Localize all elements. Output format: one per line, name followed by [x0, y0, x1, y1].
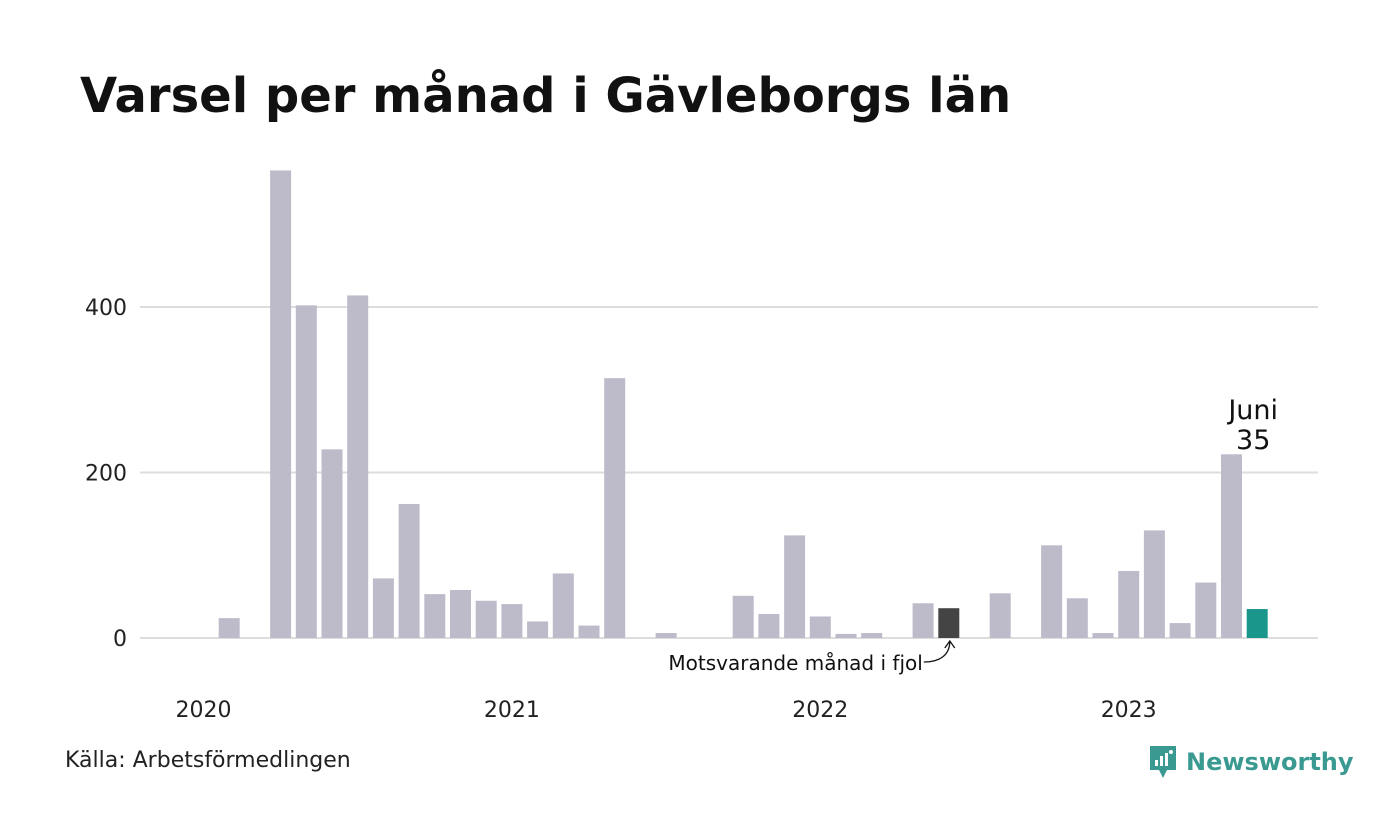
bars [218, 170, 1268, 638]
bar-2022-10 [1041, 545, 1063, 638]
bar-2022-11 [1066, 598, 1088, 638]
bar-2023-06 [1246, 609, 1268, 638]
y-tick-label: 0 [113, 627, 127, 652]
bar-2021-04 [578, 625, 600, 638]
bar-2020-04 [270, 170, 292, 638]
x-tick-label: 2023 [1101, 698, 1157, 723]
chart-title: Varsel per månad i Gävleborgs län [80, 68, 1012, 124]
bar-2022-12 [1092, 633, 1114, 638]
brand-name: Newsworthy [1186, 748, 1354, 776]
bar-2020-06 [321, 449, 343, 638]
x-tick-label: 2022 [792, 698, 848, 723]
bar-2023-03 [1169, 623, 1191, 638]
bar-2022-06 [938, 608, 960, 638]
annotations: Juni 35 Motsvarande månad i fjol [668, 395, 1278, 675]
bar-2022-08 [989, 593, 1011, 638]
y-tick-label: 200 [85, 462, 127, 487]
bar-2021-11 [758, 614, 780, 638]
y-tick-label: 400 [85, 296, 127, 321]
y-axis-ticks: 0 200 400 [85, 296, 127, 652]
bar-2022-02 [835, 633, 857, 638]
bar-2021-02 [527, 621, 549, 638]
source-note: Källa: Arbetsförmedlingen [65, 748, 351, 773]
bar-2020-11 [450, 590, 471, 638]
current-value-label: 35 [1236, 425, 1270, 456]
bar-2020-08 [372, 578, 394, 638]
current-month-label: Juni [1226, 395, 1278, 426]
bar-2023-01 [1118, 570, 1140, 638]
bar-2022-03 [861, 633, 883, 638]
bar-2020-10 [424, 594, 446, 638]
bar-2023-05 [1221, 454, 1242, 638]
bar-2021-01 [501, 604, 523, 638]
bar-2023-04 [1195, 582, 1217, 638]
bar-2020-02 [218, 618, 240, 638]
bar-2021-05 [604, 378, 626, 638]
x-tick-label: 2021 [484, 698, 540, 723]
bar-2020-09 [398, 503, 420, 638]
bar-2020-12 [475, 600, 497, 638]
bar-2022-01 [809, 616, 831, 638]
previous-year-arrowhead [944, 639, 956, 649]
bar-2020-07 [347, 295, 369, 638]
bar-2021-12 [784, 535, 806, 638]
bar-2021-07 [655, 633, 677, 638]
bar-2022-05 [912, 603, 934, 638]
bar-2021-03 [552, 573, 574, 638]
brand-logo: Newsworthy [1148, 744, 1354, 780]
previous-year-arrow [923, 640, 951, 663]
previous-year-annotation: Motsvarande månad i fjol [668, 651, 922, 675]
newsworthy-icon [1150, 746, 1176, 778]
x-axis-ticks: 2020 2021 2022 2023 [176, 698, 1157, 723]
bar-2021-10 [732, 595, 754, 638]
bar-2023-02 [1143, 530, 1165, 638]
bar-2020-05 [295, 305, 317, 638]
x-tick-label: 2020 [176, 698, 232, 723]
bar-chart: 0 200 400 2020 2021 2022 2023 Juni 35 Motsvar… [85, 170, 1318, 723]
